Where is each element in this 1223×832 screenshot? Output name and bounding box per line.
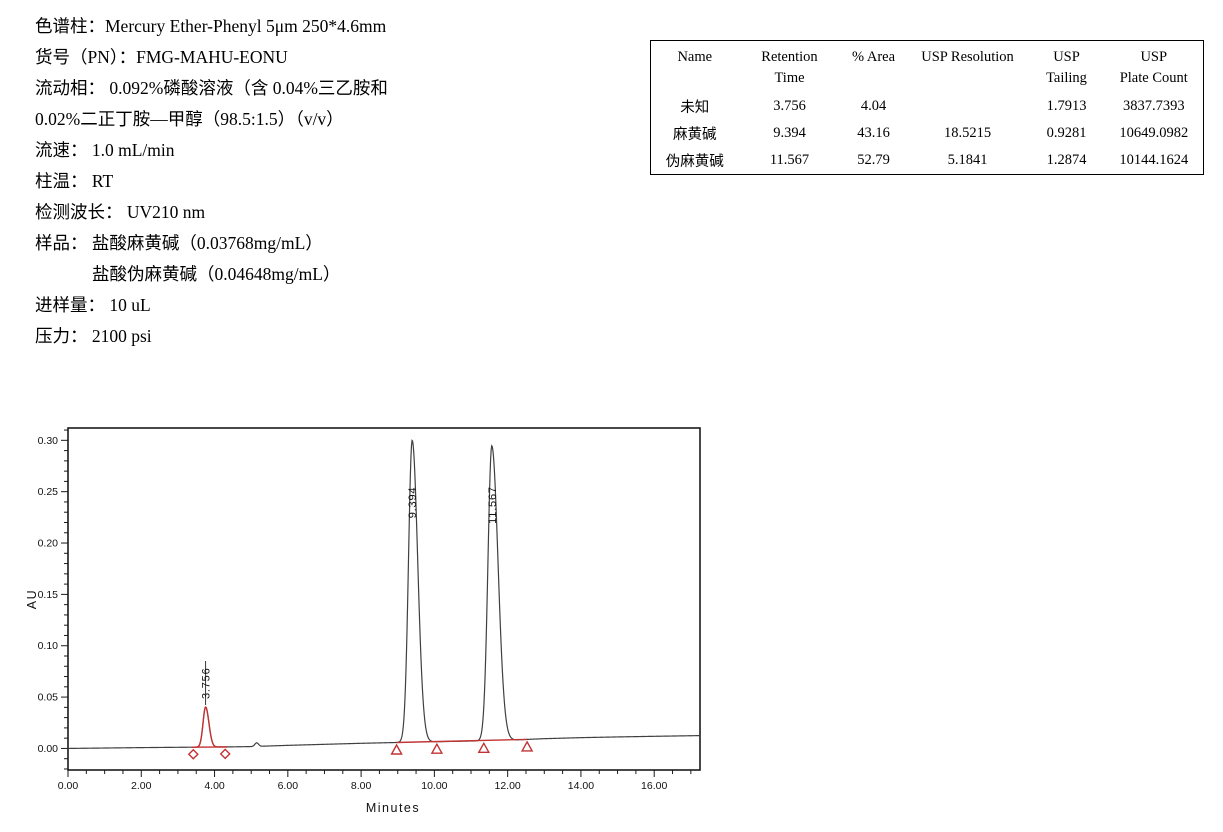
- column-header: Name: [677, 49, 713, 65]
- table-row: 麻黄碱 9.394 43.16 18.5215 0.9281 10649.0982: [651, 120, 1204, 147]
- x-tick-label: 16.00: [641, 780, 667, 792]
- y-tick-label: 0.20: [38, 538, 59, 550]
- y-tick-label: 0.30: [38, 435, 59, 447]
- table-cell: [907, 93, 1029, 120]
- method-block: 色谱柱：Mercury Ether-Phenyl 5μm 250*4.6mm 货号…: [35, 11, 388, 352]
- chromatogram-plot: 0.00 0.05 0.10 0.15 0.20 0.25 0.30 0.00 2.00 4.00…: [25, 427, 701, 815]
- table-cell: 1.2874: [1046, 152, 1087, 168]
- baseline-triangle-marker: [520, 740, 534, 752]
- method-line: 进样量： 10 uL: [35, 295, 151, 315]
- x-tick-label: 2.00: [131, 780, 152, 792]
- x-tick-label: 8.00: [351, 780, 372, 792]
- method-line: 盐酸伪麻黄碱（0.04648mg/mL）: [92, 264, 341, 284]
- results-table: Name Retention Time % Area USP Resolution USP…: [650, 40, 1204, 175]
- column-header: Retention Time: [761, 49, 818, 86]
- results-table-body: 未知 3.756 4.04 1.7913 3837.7393 麻黄碱 9.394 43.16 1…: [651, 93, 1204, 175]
- method-line: 压力： 2100 psi: [35, 326, 152, 346]
- chromatogram-trace: [68, 439, 701, 750]
- table-cell: 4.04: [860, 98, 887, 114]
- plot-frame: [67, 427, 701, 771]
- column-header: USP Resolution: [921, 49, 1014, 65]
- table-cell: 0.9281: [1046, 125, 1087, 141]
- table-cell: 3837.7393: [1122, 98, 1185, 114]
- method-line: 流速： 1.0 mL/min: [35, 140, 175, 160]
- method-line: 流动相： 0.092%磷酸溶液（含 0.04%三乙胺和: [35, 78, 388, 98]
- column-header: USP Plate Count: [1119, 49, 1188, 86]
- table-cell: 麻黄碱: [673, 127, 717, 143]
- x-tick-label: 4.00: [204, 780, 225, 792]
- column-header: USP Tailing: [1046, 49, 1087, 86]
- table-cell: 未知: [680, 100, 710, 116]
- table-cell: 3.756: [773, 98, 806, 114]
- y-tick-label: 0.00: [38, 743, 59, 755]
- method-line: 柱温： RT: [35, 171, 114, 191]
- x-tick-label: 10.00: [421, 780, 447, 792]
- y-tick-label: 0.05: [38, 692, 59, 704]
- table-cell: 11.567: [769, 152, 810, 168]
- peak-retention-label: 11.567: [487, 486, 499, 524]
- method-line: 色谱柱：Mercury Ether-Phenyl 5μm 250*4.6mm: [35, 16, 387, 36]
- table-row: 伪麻黄碱 11.567 52.79 5.1841 1.2874 10144.1624: [651, 147, 1204, 175]
- results-table-header: Name Retention Time % Area USP Resolution USP…: [651, 41, 1204, 94]
- table-cell: 9.394: [773, 125, 806, 141]
- y-tick-label: 0.25: [38, 486, 59, 498]
- x-tick-label: 6.00: [278, 780, 299, 792]
- peak-retention-label: 3.756: [201, 667, 213, 699]
- method-line: 检测波长： UV210 nm: [35, 202, 206, 222]
- table-cell: 18.5215: [943, 125, 992, 141]
- baseline-triangle-marker: [430, 742, 444, 754]
- x-axis-title: Minutes: [366, 801, 420, 815]
- x-tick-label: 14.00: [568, 780, 594, 792]
- y-tick-label: 0.15: [38, 589, 59, 601]
- table-cell: 10649.0982: [1119, 125, 1189, 141]
- table-cell: 1.7913: [1046, 98, 1087, 114]
- baseline-triangle-marker: [477, 741, 490, 753]
- method-line: 货号（PN）：FMG-MAHU-EONU: [35, 47, 288, 67]
- table-cell: 伪麻黄碱: [665, 154, 724, 170]
- method-line: 0.02%二正丁胺—甲醇（98.5:1.5）（v/v）: [35, 109, 344, 129]
- y-axis-title: AU: [25, 589, 39, 609]
- x-tick-label: 0.00: [58, 780, 79, 792]
- integrated-peak-trace: [191, 706, 228, 748]
- method-line: 样品： 盐酸麻黄碱（0.03768mg/mL）: [35, 233, 323, 253]
- x-tick-label: 12.00: [495, 780, 521, 792]
- table-cell: 52.79: [857, 152, 890, 168]
- axes: 0.00 0.05 0.10 0.15 0.20 0.25 0.30 0.00 2.00 4.00…: [38, 427, 701, 792]
- table-cell: 10144.1624: [1119, 152, 1189, 168]
- table-cell: 43.16: [857, 125, 890, 141]
- column-header: % Area: [851, 49, 896, 65]
- table-cell: 5.1841: [947, 152, 988, 168]
- peak-retention-label: 9.394: [407, 487, 419, 519]
- baseline-diamond-marker: [187, 748, 199, 760]
- baseline-diamond-marker: [219, 748, 231, 760]
- y-tick-label: 0.10: [38, 640, 59, 652]
- table-row: 未知 3.756 4.04 1.7913 3837.7393: [651, 93, 1204, 120]
- integration-baseline: [396, 738, 528, 744]
- baseline-triangle-marker: [390, 743, 403, 755]
